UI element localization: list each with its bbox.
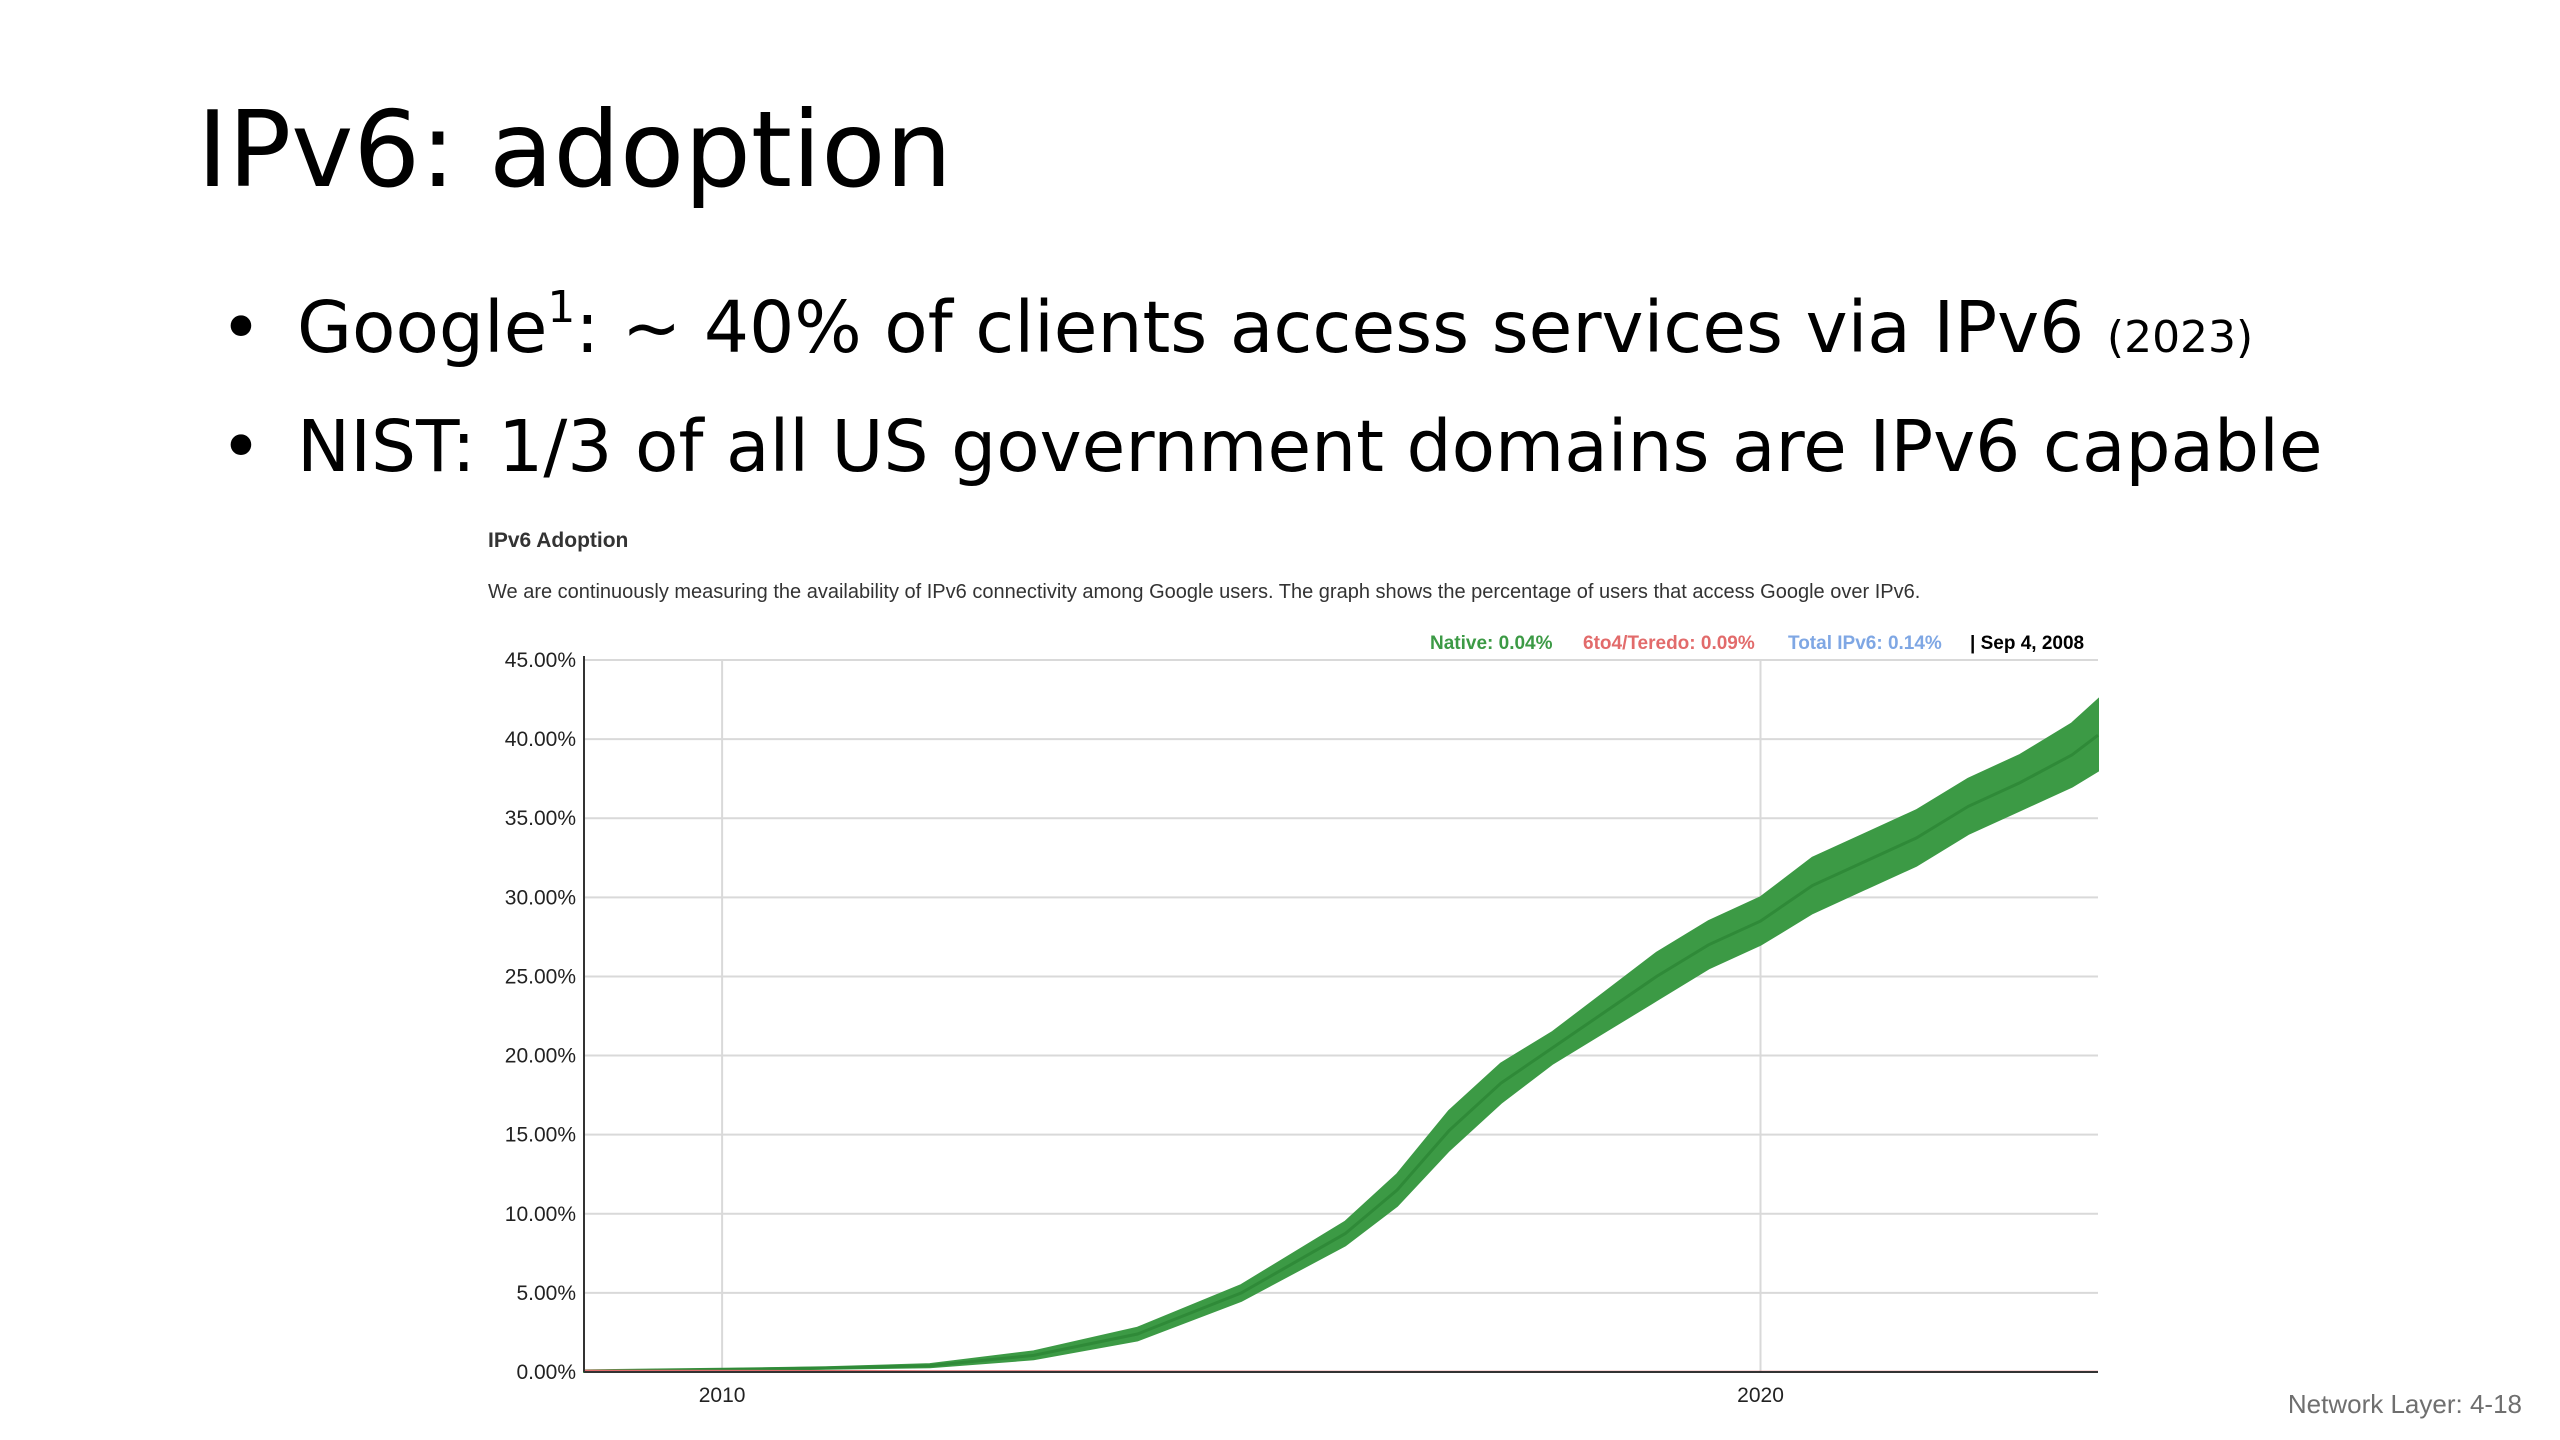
y-tick-label: 45.00% xyxy=(505,649,576,672)
y-tick-label: 40.00% xyxy=(505,728,576,751)
bullet-google-year: (2023) xyxy=(2106,312,2254,363)
series-native-band xyxy=(583,697,2099,1374)
y-tick-label: 5.00% xyxy=(516,1282,576,1305)
legend-date: | Sep 4, 2008 xyxy=(1970,633,2084,654)
slide-footer: Network Layer: 4-18 xyxy=(2287,1389,2522,1419)
series-native-line xyxy=(583,734,2099,1373)
y-tick-label: 25.00% xyxy=(505,965,576,988)
axis-layer: 0.00% 5.00% 10.00% 15.00% 20.00% 25.00% 30.00%… xyxy=(505,649,2098,1407)
bullet-nist-text: NIST: 1/3 of all US government domains a… xyxy=(297,405,2323,488)
y-tick-label: 35.00% xyxy=(505,807,576,830)
bullet-google-lead: Google xyxy=(297,286,548,369)
y-tick-label: 20.00% xyxy=(505,1045,576,1068)
y-tick-label: 10.00% xyxy=(505,1203,576,1226)
bullet-item-nist: • NIST: 1/3 of all US government domains… xyxy=(220,411,2323,530)
legend-native: Native: 0.04% xyxy=(1430,633,1553,654)
chart-subtitle: We are continuously measuring the availa… xyxy=(488,581,1920,603)
slide-title: IPv6: adoption xyxy=(197,89,952,211)
legend-6to4-teredo: 6to4/Teredo: 0.09% xyxy=(1583,633,1755,654)
y-tick-label: 0.00% xyxy=(516,1361,576,1384)
bullet-dot: • xyxy=(220,286,262,369)
bullet-dot: • xyxy=(220,405,262,488)
bullet-list: • Google1: ~ 40% of clients access servi… xyxy=(220,286,2323,530)
legend-total-ipv6: Total IPv6: 0.14% xyxy=(1788,633,1942,654)
x-tick-label: 2020 xyxy=(1737,1384,1784,1407)
grid-layer xyxy=(584,659,2098,1373)
bullet-item-google: • Google1: ~ 40% of clients access servi… xyxy=(220,286,2323,411)
bullet-google-superscript: 1 xyxy=(547,282,576,333)
chart-title: IPv6 Adoption xyxy=(488,529,628,552)
y-tick-label: 30.00% xyxy=(505,886,576,909)
bullet-google-text: : ~ 40% of clients access services via I… xyxy=(575,286,2107,369)
series-layer xyxy=(583,697,2099,1374)
x-tick-label: 2010 xyxy=(699,1384,746,1407)
y-tick-label: 15.00% xyxy=(505,1124,576,1147)
